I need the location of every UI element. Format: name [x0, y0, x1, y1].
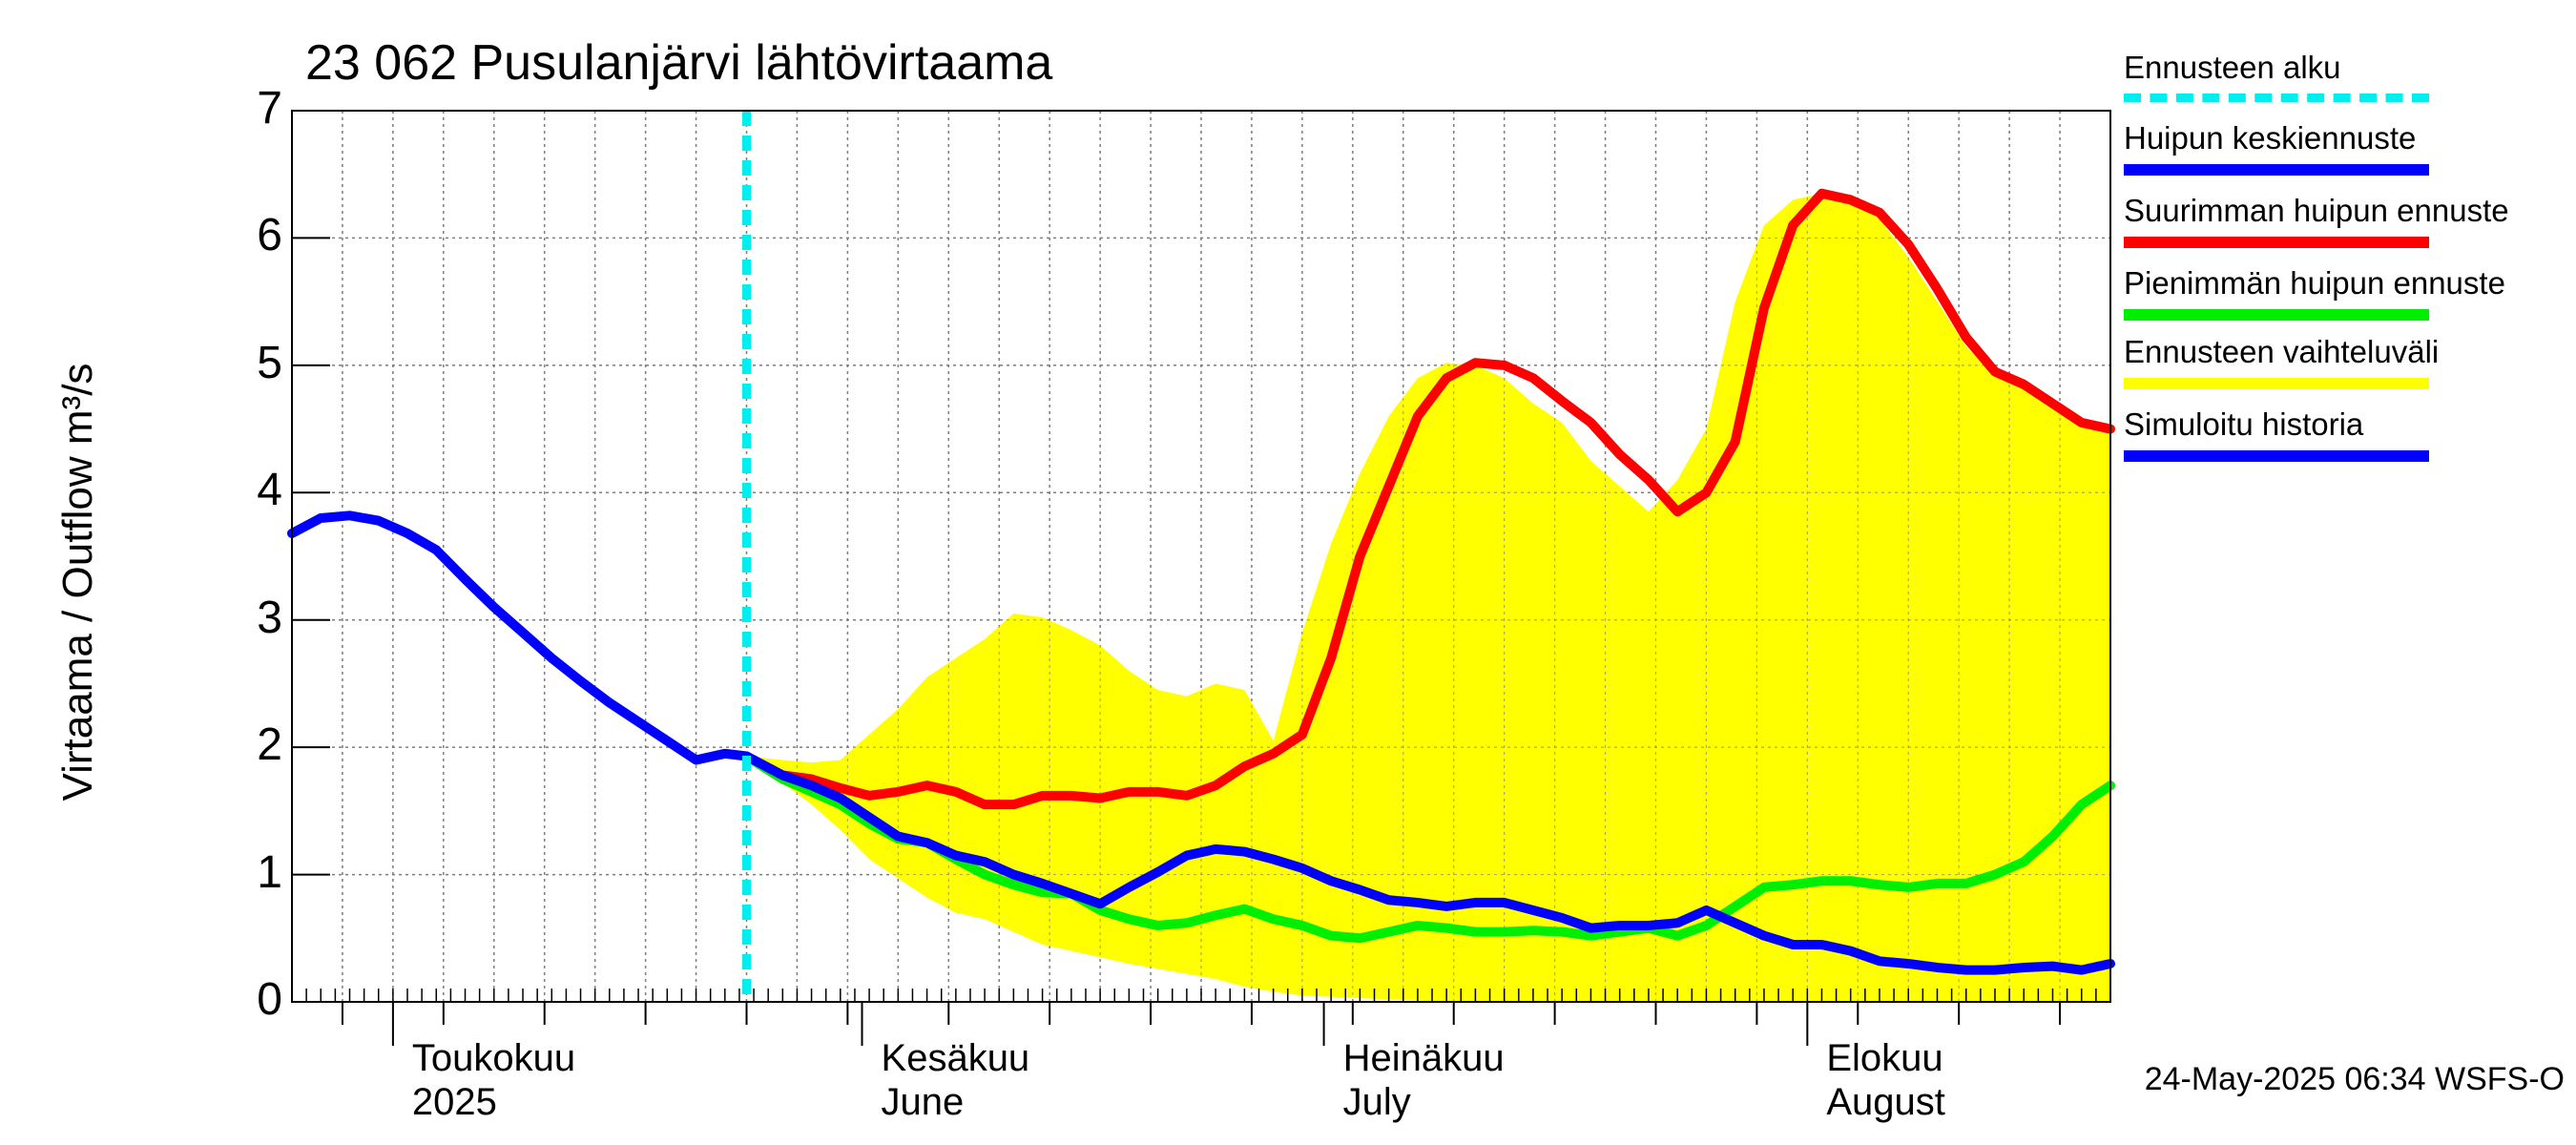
chart-title: 23 062 Pusulanjärvi lähtövirtaama [305, 35, 1053, 91]
y-tick-label: 2 [257, 719, 282, 771]
simulated-history-line [287, 510, 752, 765]
y-tick-label: 4 [257, 465, 282, 516]
legend-swatch [2124, 164, 2429, 176]
legend-item-simulated-history: Simuloitu historia [2124, 406, 2439, 462]
month-label-fi: Heinäkuu [1342, 1037, 1505, 1079]
month-label: Heinäkuu July [1343, 1036, 1505, 1124]
month-label-fi: Toukokuu [411, 1037, 576, 1079]
legend-label: Huipun keskiennuste [2124, 120, 2417, 156]
y-tick-label: 5 [257, 337, 282, 388]
legend-swatch [2124, 309, 2429, 321]
y-tick-label: 7 [257, 83, 282, 134]
legend-label: Simuloitu historia [2124, 406, 2364, 442]
legend-swatch [2124, 94, 2429, 102]
legend-swatch [2124, 378, 2429, 389]
legend-label: Pienimmän huipun ennuste [2124, 265, 2505, 301]
plot-frame [291, 110, 2111, 1046]
legend-swatch [2124, 450, 2429, 462]
month-label-en: June [881, 1081, 965, 1123]
legend-item-forecast-range: Ennusteen vaihteluväli [2124, 334, 2439, 389]
series-lines [287, 111, 2115, 1002]
legend-item-forecast-start: Ennusteen alku [2124, 50, 2439, 102]
month-label-fi: Kesäkuu [881, 1037, 1030, 1079]
legend-item-min-forecast: Pienimmän huipun ennuste [2124, 265, 2505, 321]
legend-label: Suurimman huipun ennuste [2124, 193, 2509, 228]
month-label-en: August [1826, 1081, 1945, 1123]
legend-swatch [2124, 237, 2429, 248]
y-tick-label: 6 [257, 210, 282, 261]
legend-label: Ennusteen vaihteluväli [2124, 334, 2440, 369]
y-tick-label: 0 [257, 974, 282, 1025]
legend-item-mean-forecast: Huipun keskiennuste [2124, 120, 2439, 176]
legend-label: Ennusteen alku [2124, 50, 2341, 85]
timestamp-footer: 24-May-2025 06:34 WSFS-O [2144, 1061, 2565, 1097]
month-label-en: July [1342, 1081, 1411, 1123]
month-label: Elokuu August [1826, 1036, 1945, 1124]
month-label: Toukokuu 2025 [412, 1036, 575, 1124]
mean-peak-forecast-line [741, 751, 2115, 975]
min-peak-forecast-line [741, 751, 2115, 944]
y-tick-label: 3 [257, 592, 282, 643]
month-label-en: 2025 [411, 1081, 497, 1123]
month-label: Kesäkuu June [882, 1036, 1030, 1124]
y-tick-label: 1 [257, 846, 282, 898]
max-peak-forecast-line [741, 188, 2115, 810]
y-axis-label: Virtaama / Outflow m³/s [54, 363, 101, 802]
month-label-fi: Elokuu [1826, 1037, 1943, 1079]
legend-item-max-forecast: Suurimman huipun ennuste [2124, 193, 2509, 248]
